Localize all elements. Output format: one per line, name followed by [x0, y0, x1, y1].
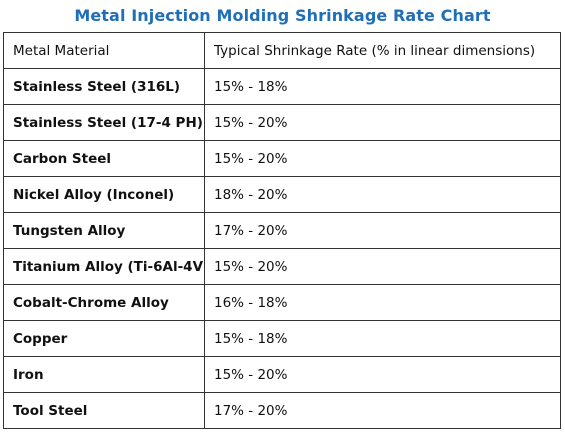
- table-row: Copper 15% - 18%: [3, 320, 561, 357]
- table-row: Cobalt-Chrome Alloy 16% - 18%: [3, 284, 561, 321]
- column-header-material: Metal Material: [3, 32, 205, 69]
- rate-cell: 15% - 20%: [204, 104, 561, 141]
- rate-cell: 17% - 20%: [204, 392, 561, 429]
- material-cell: Cobalt-Chrome Alloy: [3, 284, 205, 321]
- table-row: Nickel Alloy (Inconel) 18% - 20%: [3, 176, 561, 213]
- rate-cell: 17% - 20%: [204, 212, 561, 249]
- table-row: Stainless Steel (17-4 PH) 15% - 20%: [3, 104, 561, 141]
- rate-cell: 16% - 18%: [204, 284, 561, 321]
- column-header-shrinkage-rate: Typical Shrinkage Rate (% in linear dime…: [204, 32, 561, 69]
- material-cell: Copper: [3, 320, 205, 357]
- material-cell: Carbon Steel: [3, 140, 205, 177]
- table-row: Carbon Steel 15% - 20%: [3, 140, 561, 177]
- material-cell: Titanium Alloy (Ti-6Al-4V): [3, 248, 205, 285]
- rate-cell: 18% - 20%: [204, 176, 561, 213]
- material-cell: Tool Steel: [3, 392, 205, 429]
- material-cell: Iron: [3, 356, 205, 393]
- table-row: Tungsten Alloy 17% - 20%: [3, 212, 561, 249]
- rate-cell: 15% - 20%: [204, 248, 561, 285]
- table-row: Titanium Alloy (Ti-6Al-4V) 15% - 20%: [3, 248, 561, 285]
- table-row: Iron 15% - 20%: [3, 356, 561, 393]
- rate-cell: 15% - 20%: [204, 140, 561, 177]
- material-cell: Nickel Alloy (Inconel): [3, 176, 205, 213]
- rate-cell: 15% - 20%: [204, 356, 561, 393]
- rate-cell: 15% - 18%: [204, 68, 561, 105]
- material-cell: Tungsten Alloy: [3, 212, 205, 249]
- material-cell: Stainless Steel (17-4 PH): [3, 104, 205, 141]
- table-header-row: Metal Material Typical Shrinkage Rate (%…: [3, 32, 561, 69]
- table-row: Stainless Steel (316L) 15% - 18%: [3, 68, 561, 105]
- rate-cell: 15% - 18%: [204, 320, 561, 357]
- shrinkage-table: Metal Material Typical Shrinkage Rate (%…: [3, 32, 561, 429]
- page-title: Metal Injection Molding Shrinkage Rate C…: [74, 6, 491, 25]
- material-cell: Stainless Steel (316L): [3, 68, 205, 105]
- table-row: Tool Steel 17% - 20%: [3, 392, 561, 429]
